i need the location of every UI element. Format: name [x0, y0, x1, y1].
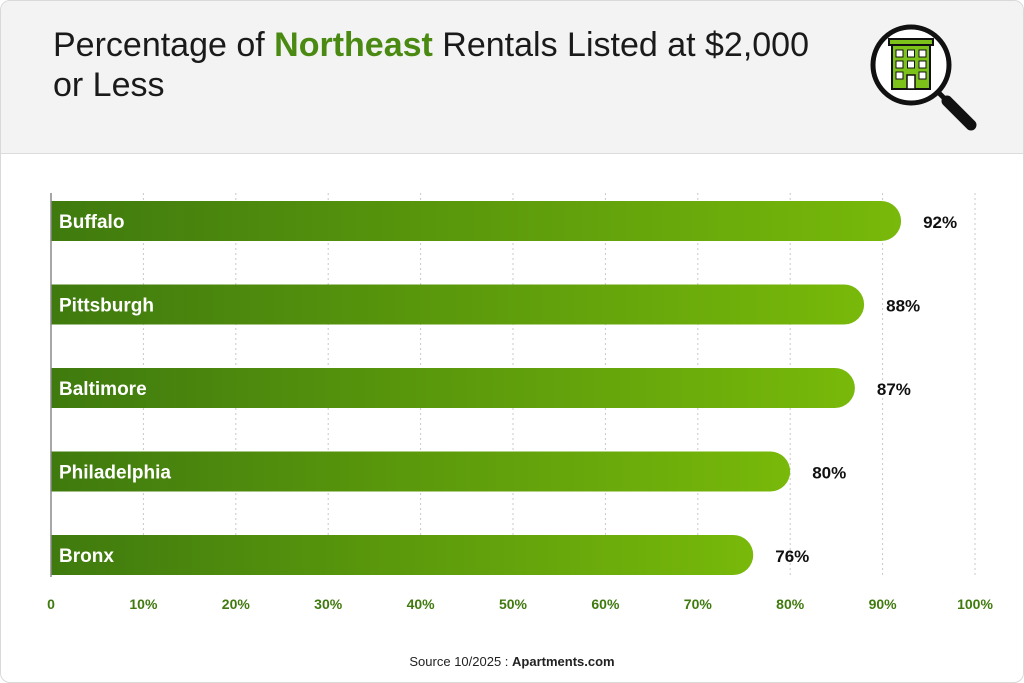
bar-category-label: Baltimore: [59, 379, 147, 400]
x-tick-label: 80%: [776, 596, 805, 612]
bar-value-label: 92%: [923, 213, 957, 232]
bar-value-label: 80%: [812, 464, 846, 483]
bar-category-label: Pittsburgh: [59, 296, 154, 317]
chart-title: Percentage of Northeast Rentals Listed a…: [53, 25, 813, 105]
bar-category-label: Buffalo: [59, 212, 124, 233]
x-tick-label: 20%: [222, 596, 251, 612]
bar: [51, 284, 865, 325]
bar-value-label: 88%: [886, 297, 920, 316]
title-part2: Rentals Listed at $2,000 or Less: [53, 26, 810, 104]
bar-category-label: Philadelphia: [59, 463, 171, 484]
bar-value-label: 76%: [775, 547, 809, 566]
building-magnifier-icon: [870, 24, 977, 131]
x-tick-label: 100%: [957, 596, 993, 612]
source-label: Source 10/2025 :: [409, 654, 513, 669]
title-highlight: Northeast: [274, 26, 433, 64]
x-tick-label: 50%: [499, 596, 528, 612]
x-tick-label: 60%: [591, 596, 620, 612]
x-tick-label: 70%: [684, 596, 713, 612]
chart-header: Percentage of Northeast Rentals Listed a…: [1, 1, 1023, 154]
bar: [51, 201, 902, 241]
x-tick-label: 40%: [407, 596, 436, 612]
x-tick-label: 10%: [129, 596, 158, 612]
bar-category-label: Bronx: [59, 546, 114, 567]
x-tick-label: 0: [47, 596, 55, 612]
bar: [51, 451, 791, 492]
title-part1: Percentage of: [53, 26, 275, 64]
bar: [51, 368, 855, 408]
x-tick-label: 30%: [314, 596, 343, 612]
x-tick-label: 90%: [869, 596, 898, 612]
source-name: Apartments.com: [512, 654, 615, 669]
bar-chart: 0 10% 20% 30% 40% 50% 60% 70% 80% 90% 100% Buffalo 9…: [47, 193, 993, 612]
bar: [51, 535, 754, 575]
source-note: Source 10/2025 : Apartments.com: [1, 654, 1023, 669]
bar-value-label: 87%: [877, 380, 911, 399]
